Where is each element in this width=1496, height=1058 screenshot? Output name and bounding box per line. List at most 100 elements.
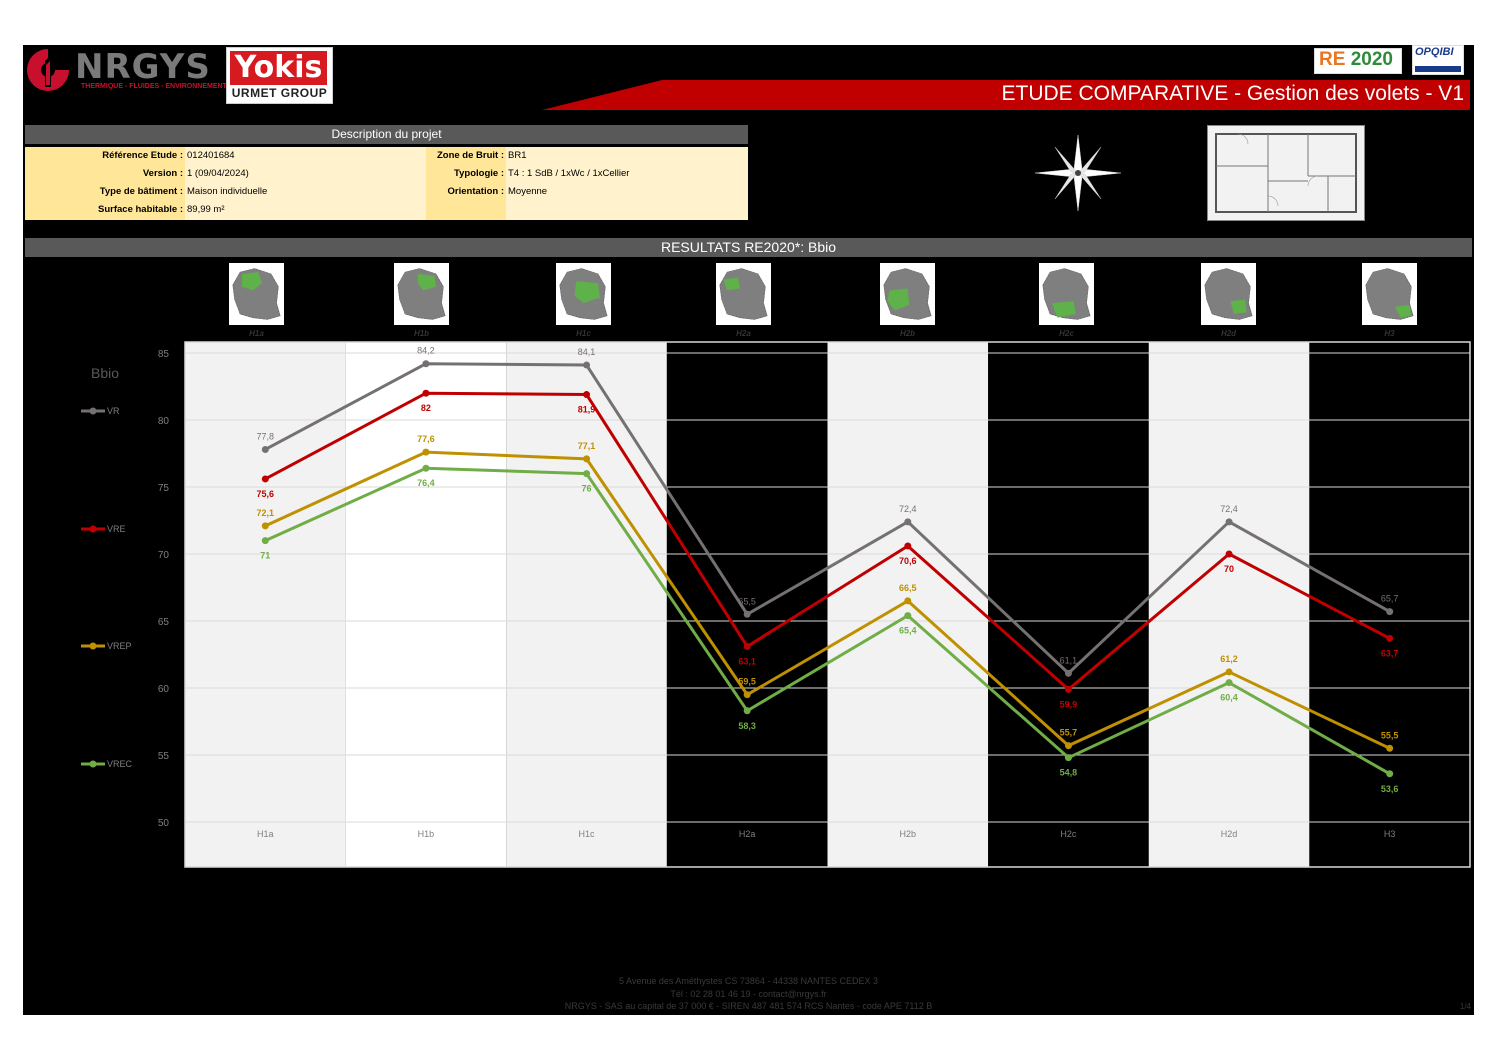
re2020-label: RE 2020 xyxy=(1319,49,1393,71)
data-point xyxy=(422,464,430,472)
title-banner xyxy=(542,80,1470,110)
footer-legal: NRGYS - SAS au capital de 37 000 € - SIR… xyxy=(564,1001,933,1011)
data-point xyxy=(422,360,430,368)
legend-marker xyxy=(89,525,97,533)
data-point xyxy=(1064,754,1072,762)
description-label: Version : xyxy=(142,168,183,179)
re2020-logo: RE 2020 xyxy=(1314,48,1402,74)
legend-marker xyxy=(89,642,97,650)
data-point xyxy=(1064,669,1072,677)
data-point xyxy=(261,475,269,483)
description-value: 012401684 xyxy=(187,150,235,161)
legend-label: VRE xyxy=(107,524,126,534)
chart-band xyxy=(1148,342,1310,867)
data-point xyxy=(583,470,591,478)
x-tick-label: H2a xyxy=(739,829,756,839)
x-tick-label: H2b xyxy=(900,829,917,839)
report-page: NRGYS THERMIQUE - FLUIDES - ENVIRONNEMEN… xyxy=(23,45,1474,1015)
france-map-icon xyxy=(559,268,608,320)
data-label: 66,5 xyxy=(899,583,917,593)
data-label: 61,2 xyxy=(1220,654,1238,664)
data-point xyxy=(422,389,430,397)
data-point xyxy=(583,361,591,369)
chart-band xyxy=(345,342,507,867)
zone-map-h1a: H1a xyxy=(229,263,284,338)
data-label: 81,9 xyxy=(578,405,596,415)
chart-band xyxy=(827,342,989,867)
description-label: Typologie : xyxy=(454,168,504,179)
description-value: Maison individuelle xyxy=(187,186,268,197)
france-map-icon xyxy=(883,268,932,320)
description-label: Orientation : xyxy=(447,186,504,197)
y-tick-label: 75 xyxy=(158,483,170,494)
y-tick-label: 60 xyxy=(158,684,170,695)
data-label: 71 xyxy=(260,551,270,561)
data-label: 63,7 xyxy=(1381,648,1399,658)
chart-band xyxy=(988,342,1149,867)
data-label: 77,8 xyxy=(257,431,275,441)
report-title: ETUDE COMPARATIVE - Gestion des volets -… xyxy=(1001,82,1464,105)
description-value: T4 : 1 SdB / 1xWc / 1xCellier xyxy=(508,168,630,179)
data-label: 77,1 xyxy=(578,441,596,451)
zone-map-label: H1c xyxy=(576,329,591,338)
data-label: 61,1 xyxy=(1060,655,1078,665)
data-point xyxy=(1225,679,1233,687)
y-tick-label: 65 xyxy=(158,617,170,628)
zone-map-h1c: H1c xyxy=(556,263,611,338)
data-point xyxy=(1386,744,1394,752)
data-point xyxy=(1225,668,1233,676)
data-label: 65,7 xyxy=(1381,594,1399,604)
data-label: 59,9 xyxy=(1060,699,1078,709)
data-point xyxy=(1225,518,1233,526)
yokis-subtitle: URMET GROUP xyxy=(231,86,328,100)
zone-map-h3: H3 xyxy=(1362,263,1417,338)
data-point xyxy=(261,537,269,545)
opqibi-label: OPQIBI xyxy=(1415,46,1454,58)
nrgys-wordmark: NRGYS xyxy=(75,47,211,87)
data-label: 70,6 xyxy=(899,556,917,566)
y-tick-label: 50 xyxy=(158,818,170,829)
description-label: Surface habitable : xyxy=(98,204,183,215)
chart-band xyxy=(506,342,667,867)
data-label: 75,6 xyxy=(257,489,275,499)
zone-map-h2a: H2a xyxy=(716,263,771,338)
data-point xyxy=(743,642,751,650)
re2020-label-year: 2020 xyxy=(1350,49,1393,70)
france-map-icon xyxy=(397,268,446,320)
data-label: 58,3 xyxy=(738,721,756,731)
france-map-icon xyxy=(1365,268,1414,320)
data-label: 55,7 xyxy=(1060,728,1078,738)
floor-plan-image xyxy=(1207,125,1365,221)
bbio-chart: 50 55 60 65 70 75 80 85 H1a H1b H1c H2a H2b H2c H2d H3 B… xyxy=(81,341,1471,868)
description-label: Type de bâtiment : xyxy=(99,186,183,197)
data-label: 53,6 xyxy=(1381,784,1399,794)
data-point xyxy=(583,391,591,399)
description-value: Moyenne xyxy=(508,186,548,197)
data-label: 70 xyxy=(1224,564,1234,574)
series-line-vrep xyxy=(264,450,1391,750)
x-tick-label: H2c xyxy=(1060,829,1077,839)
zone-map-label: H2c xyxy=(1059,329,1074,338)
description-label: Référence Etude : xyxy=(102,150,183,161)
zone-map-label: H1a xyxy=(249,329,264,338)
zone-map-label: H2a xyxy=(736,329,751,338)
results-header: RESULTATS RE2020*: Bbio xyxy=(25,238,1472,257)
zone-map-h1b: H1b xyxy=(394,263,449,338)
zone-map-label: H3 xyxy=(1384,329,1395,338)
data-point xyxy=(1386,608,1394,616)
data-label: 63,1 xyxy=(738,656,756,666)
data-point xyxy=(743,707,751,715)
x-tick-label: H1b xyxy=(418,829,435,839)
data-point xyxy=(743,610,751,618)
series-line-vrec xyxy=(264,466,1391,776)
france-map-icon xyxy=(1042,268,1091,320)
data-point xyxy=(904,612,912,620)
legend-label: VREP xyxy=(107,641,132,651)
y-tick-label: 55 xyxy=(158,751,170,762)
data-label: 59,5 xyxy=(738,677,756,687)
description-value: BR1 xyxy=(508,150,527,161)
data-label: 72,4 xyxy=(899,504,917,514)
data-point xyxy=(904,597,912,605)
plot-area-border xyxy=(184,341,1471,868)
data-label: 77,6 xyxy=(417,434,435,444)
